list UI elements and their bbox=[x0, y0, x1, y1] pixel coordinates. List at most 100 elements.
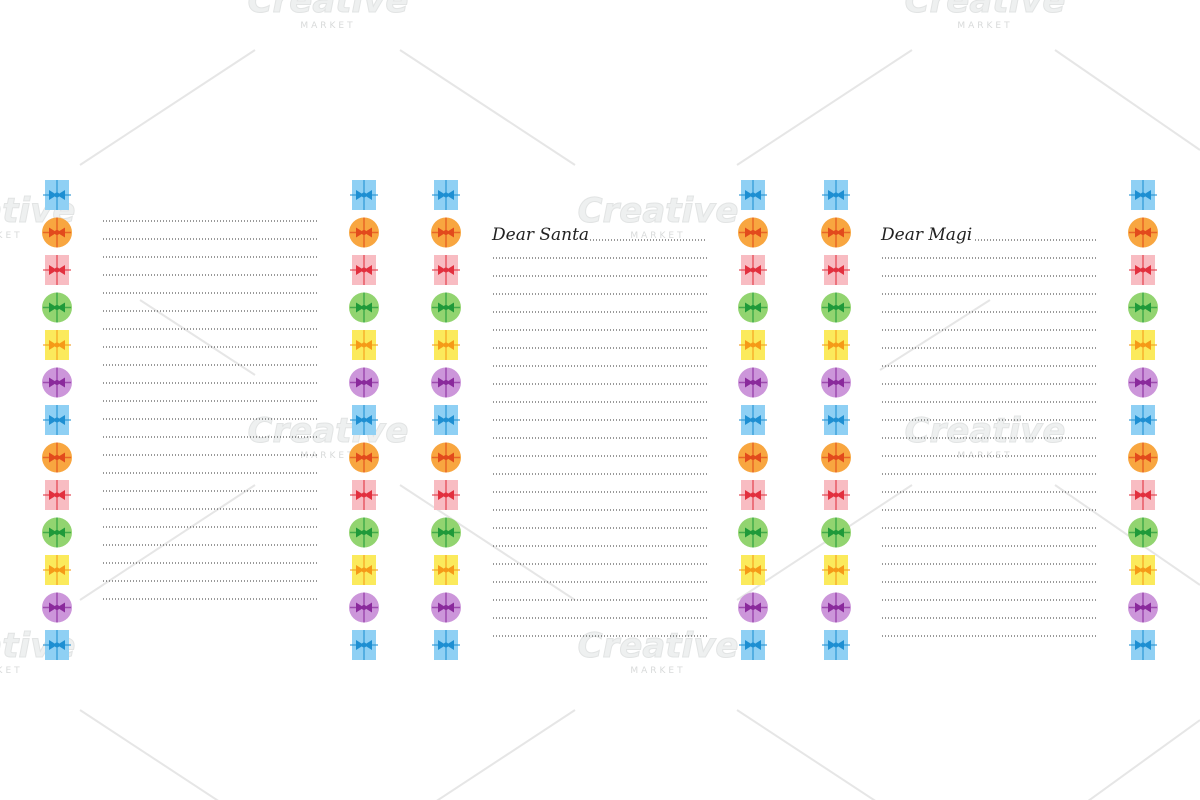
gift-icon bbox=[431, 517, 461, 548]
watermark-brand: Creative bbox=[578, 626, 739, 666]
gift-knot bbox=[833, 305, 839, 310]
gift-icon bbox=[349, 367, 379, 398]
gift-knot bbox=[750, 267, 756, 273]
gift-knot bbox=[1140, 230, 1146, 235]
gift-icon bbox=[432, 255, 460, 285]
gift-knot bbox=[361, 642, 367, 648]
watermark-tagline: MARKET bbox=[957, 451, 1012, 461]
gift-knot bbox=[443, 530, 449, 535]
gift-knot bbox=[443, 230, 449, 235]
gift-knot bbox=[833, 530, 839, 535]
gift-icon bbox=[432, 180, 460, 210]
gift-icon bbox=[738, 517, 768, 548]
gift-knot bbox=[1140, 380, 1146, 385]
gift-knot bbox=[750, 455, 756, 460]
gift-knot bbox=[54, 567, 60, 573]
gift-knot bbox=[750, 305, 756, 310]
gift-icon bbox=[43, 255, 71, 285]
gift-knot bbox=[833, 605, 839, 610]
gift-knot bbox=[1140, 305, 1146, 310]
gift-icon bbox=[349, 442, 379, 473]
gift-knot bbox=[833, 230, 839, 235]
watermark-tagline: MARKET bbox=[0, 231, 23, 241]
gift-icon bbox=[350, 630, 378, 660]
gift-icon bbox=[42, 367, 72, 398]
gift-icon bbox=[822, 330, 850, 360]
gift-icon bbox=[821, 517, 851, 548]
gift-icon bbox=[42, 517, 72, 548]
gift-icon bbox=[822, 180, 850, 210]
gift-icon bbox=[822, 255, 850, 285]
gift-icon bbox=[1129, 630, 1157, 660]
gift-icon bbox=[42, 217, 72, 248]
gift-knot bbox=[1140, 267, 1146, 273]
watermark-tagline: MARKET bbox=[957, 21, 1012, 31]
gift-icon bbox=[43, 630, 71, 660]
gift-knot bbox=[443, 305, 449, 310]
gift-icon bbox=[739, 330, 767, 360]
gift-knot bbox=[1140, 642, 1146, 648]
gift-knot bbox=[443, 192, 449, 198]
gift-knot bbox=[443, 642, 449, 648]
gift-icon bbox=[350, 555, 378, 585]
gift-icon bbox=[739, 555, 767, 585]
gift-icon bbox=[43, 480, 71, 510]
gift-knot bbox=[443, 567, 449, 573]
gift-knot bbox=[1140, 417, 1146, 423]
gift-icon bbox=[350, 330, 378, 360]
gift-knot bbox=[1140, 342, 1146, 348]
gift-icon bbox=[349, 592, 379, 623]
watermark-brand: Creative bbox=[248, 0, 409, 21]
gift-icon bbox=[1129, 330, 1157, 360]
gift-knot bbox=[750, 567, 756, 573]
gift-knot bbox=[750, 342, 756, 348]
gift-knot bbox=[750, 230, 756, 235]
gift-icon bbox=[739, 405, 767, 435]
gift-icon bbox=[1129, 180, 1157, 210]
gift-knot bbox=[833, 192, 839, 198]
gift-icon bbox=[738, 592, 768, 623]
gift-icon bbox=[739, 630, 767, 660]
gift-icon bbox=[432, 630, 460, 660]
gift-knot bbox=[750, 192, 756, 198]
gift-icon bbox=[1128, 442, 1158, 473]
gift-icon bbox=[821, 217, 851, 248]
gift-icon bbox=[821, 292, 851, 323]
background-decor bbox=[79, 49, 1200, 800]
gift-knot bbox=[750, 380, 756, 385]
gift-knot bbox=[361, 305, 367, 310]
gift-icon bbox=[42, 442, 72, 473]
gift-knot bbox=[54, 417, 60, 423]
gift-knot bbox=[750, 530, 756, 535]
watermark-brand: Creative bbox=[578, 191, 739, 231]
gift-icon bbox=[1129, 405, 1157, 435]
watermark-tagline: MARKET bbox=[0, 666, 23, 676]
gift-icon bbox=[822, 630, 850, 660]
gift-icon bbox=[350, 180, 378, 210]
gift-knot bbox=[1140, 605, 1146, 610]
watermark-brand: Creative bbox=[905, 0, 1066, 21]
gift-icon bbox=[1129, 555, 1157, 585]
watermark-tagline: MARKET bbox=[300, 21, 355, 31]
gift-icon bbox=[432, 405, 460, 435]
gift-icon bbox=[822, 405, 850, 435]
gift-icon bbox=[739, 180, 767, 210]
watermark-tagline: MARKET bbox=[300, 451, 355, 461]
gift-icon bbox=[42, 292, 72, 323]
gift-knot bbox=[833, 417, 839, 423]
gift-icon bbox=[431, 367, 461, 398]
gift-knot bbox=[750, 417, 756, 423]
letter-greeting: Dear Magi bbox=[880, 225, 972, 245]
gift-icon bbox=[431, 442, 461, 473]
gift-icon bbox=[43, 180, 71, 210]
gift-knot bbox=[54, 455, 60, 460]
gift-icon bbox=[738, 367, 768, 398]
gift-knot bbox=[443, 267, 449, 273]
gift-knot bbox=[443, 380, 449, 385]
gift-knot bbox=[54, 605, 60, 610]
gift-knot bbox=[833, 567, 839, 573]
letter-greeting: Dear Santa bbox=[491, 225, 589, 245]
watermarks: CreativeMARKETCreativeMARKETCreativeMARK… bbox=[0, 0, 1066, 676]
gift-icon bbox=[43, 330, 71, 360]
